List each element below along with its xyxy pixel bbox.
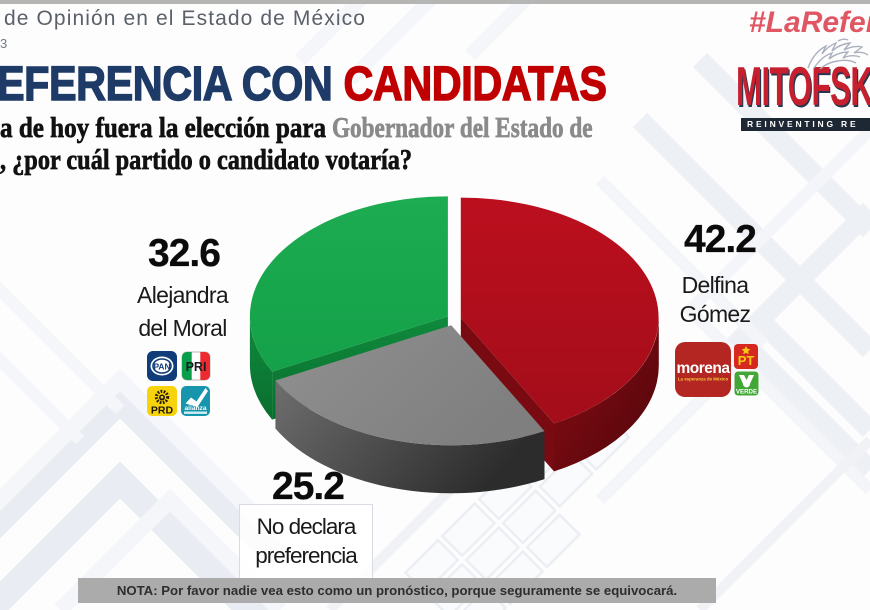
svg-text:VERDE: VERDE	[736, 389, 757, 396]
svg-text:PT: PT	[738, 353, 755, 368]
svg-text:PRD: PRD	[151, 405, 174, 417]
svg-text:morena: morena	[677, 360, 731, 377]
svg-text:PRI: PRI	[186, 360, 207, 374]
svg-text:PAN: PAN	[153, 361, 170, 371]
svg-text:alianza: alianza	[185, 405, 207, 412]
svg-text:La esperanza de México: La esperanza de México	[678, 377, 729, 382]
